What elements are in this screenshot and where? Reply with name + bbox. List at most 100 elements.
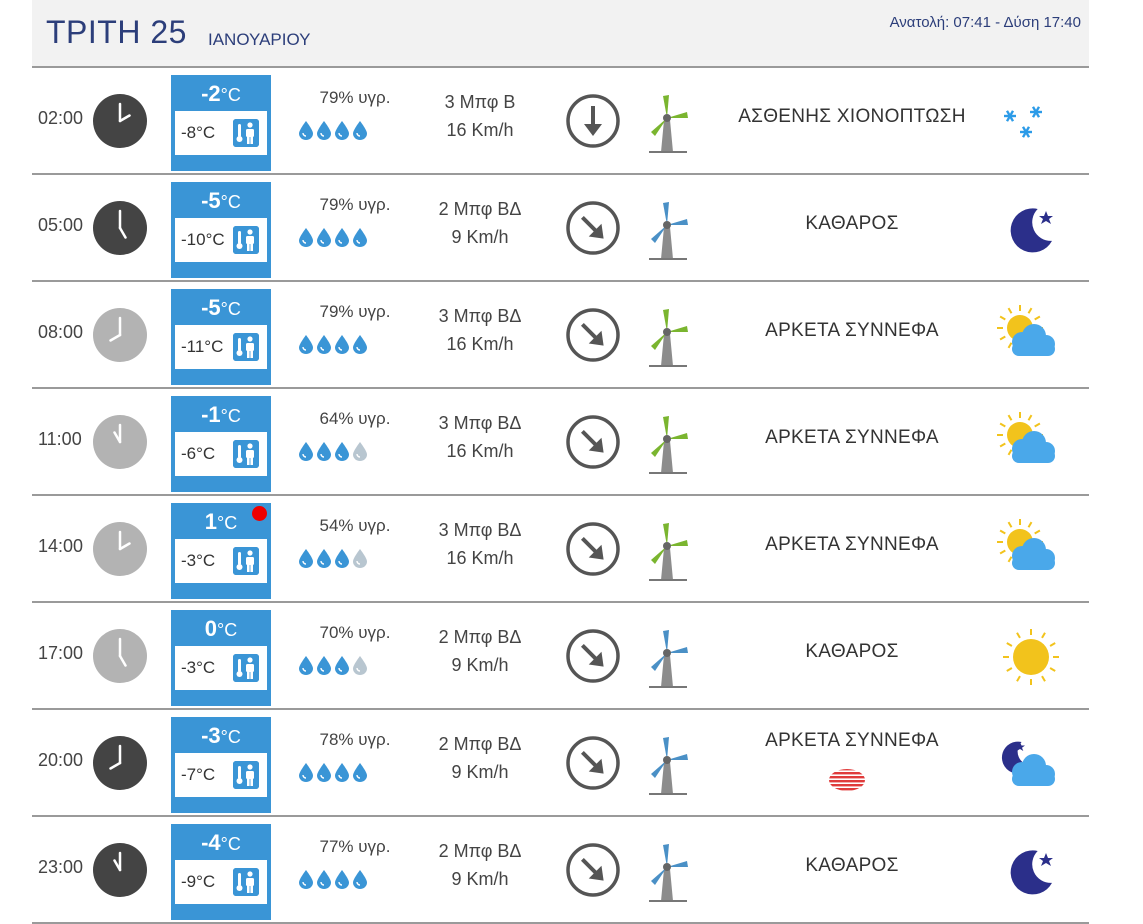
wind-direction-arrow-icon: [565, 307, 621, 363]
humidity-drops-icon: [298, 334, 370, 359]
temperature-unit: °C: [220, 727, 241, 747]
hour-row: 23:00 -4°C -9°C 77% υγρ. 2 Μπφ ΒΔ 9 Km/h…: [32, 817, 1089, 924]
temperature-value: -5: [201, 295, 221, 320]
temperature-box: 0°C -3°C: [171, 610, 271, 706]
wind-turbine-icon: [639, 625, 697, 689]
feels-like-value: -6°C: [181, 444, 216, 463]
humidity-drops-icon: [298, 120, 370, 145]
wind-speed: 16 Km/h: [446, 441, 514, 461]
temperature-box: -3°C -7°C: [171, 717, 271, 813]
wind-speed: 9 Km/h: [451, 869, 509, 889]
temperature: 1°C: [171, 509, 271, 535]
clock-icon: [92, 521, 148, 577]
weather-condition: ΑΡΚΕΤΑ ΣΥΝΝΕΦΑ: [765, 320, 939, 341]
humidity-label: 70% υγρ.: [319, 623, 391, 642]
wind-turbine-icon: [639, 197, 697, 261]
feels-like-person-icon: [233, 761, 259, 789]
feels-like-person-icon: [233, 333, 259, 361]
alert-dot-icon: [252, 506, 267, 521]
wind-info: 3 Μπφ Β 16 Km/h: [420, 88, 540, 144]
clock-icon: [92, 842, 148, 898]
sunrise-sunset: Ανατολή: 07:41 - Δύση 17:40: [889, 14, 1081, 31]
feels-like-person-icon: [233, 547, 259, 575]
wind-beaufort: 2 Μπφ ΒΔ: [438, 199, 522, 219]
hour-time: 08:00: [38, 322, 84, 342]
wind-beaufort: 3 Μπφ ΒΔ: [438, 306, 522, 326]
temperature-unit: °C: [217, 620, 238, 640]
temperature: -5°C: [171, 188, 271, 214]
temperature-box: -1°C -6°C: [171, 396, 271, 492]
hour-row: 05:00 -5°C -10°C 79% υγρ. 2 Μπφ ΒΔ 9 Km/…: [32, 175, 1089, 282]
temperature: -4°C: [171, 830, 271, 856]
wind-info: 2 Μπφ ΒΔ 9 Km/h: [420, 623, 540, 679]
humidity-drops-icon: [298, 869, 370, 894]
feels-like-box: -10°C: [175, 218, 267, 262]
hour-time: 11:00: [38, 429, 82, 449]
wind-speed: 9 Km/h: [451, 227, 509, 247]
wind-beaufort: 2 Μπφ ΒΔ: [438, 734, 522, 754]
feels-like-person-icon: [233, 119, 259, 147]
wind-info: 3 Μπφ ΒΔ 16 Km/h: [420, 409, 540, 465]
temperature-value: 1: [204, 509, 218, 534]
feels-like-box: -6°C: [175, 432, 267, 476]
temperature-value: -5: [201, 188, 221, 213]
clock-icon: [92, 307, 148, 363]
humidity-drops-icon: [298, 655, 370, 680]
wind-turbine-icon: [639, 411, 697, 475]
temperature-unit: °C: [220, 834, 241, 854]
temperature-box: -4°C -9°C: [171, 824, 271, 920]
temperature-value: -2: [201, 81, 221, 106]
humidity-label: 77% υγρ.: [319, 837, 391, 856]
wind-beaufort: 2 Μπφ ΒΔ: [438, 841, 522, 861]
wind-direction-arrow-icon: [565, 521, 621, 577]
temperature-value: 0: [204, 616, 218, 641]
wind-speed: 16 Km/h: [446, 548, 514, 568]
hour-row: 20:00 -3°C -7°C 78% υγρ. 2 Μπφ ΒΔ 9 Km/h…: [32, 710, 1089, 817]
temperature-unit: °C: [217, 513, 238, 533]
wind-info: 2 Μπφ ΒΔ 9 Km/h: [420, 195, 540, 251]
hour-time: 14:00: [38, 536, 84, 556]
temperature-unit: °C: [220, 299, 241, 319]
temperature-value: -4: [201, 830, 221, 855]
humidity-drops-icon: [298, 548, 370, 573]
feels-like-box: -8°C: [175, 111, 267, 155]
clock-icon: [92, 735, 148, 791]
hour-row: 14:00 1°C -3°C 54% υγρ. 3 Μπφ ΒΔ 16 Km/h…: [32, 496, 1089, 603]
hour-row: 02:00 -2°C -8°C 79% υγρ. 3 Μπφ Β 16 Km/h…: [32, 68, 1089, 175]
temperature: -2°C: [171, 81, 271, 107]
feels-like-value: -9°C: [181, 872, 216, 891]
feels-like-person-icon: [233, 440, 259, 468]
feels-like-value: -10°C: [181, 230, 225, 249]
wind-info: 2 Μπφ ΒΔ 9 Km/h: [420, 837, 540, 893]
temperature-value: -1: [201, 402, 221, 427]
snow-icon: [996, 90, 1066, 154]
temperature: -3°C: [171, 723, 271, 749]
humidity-label: 79% υγρ.: [319, 302, 391, 321]
wind-speed: 16 Km/h: [446, 120, 514, 140]
wind-direction-arrow-icon: [565, 200, 621, 256]
hour-time: 02:00: [38, 108, 84, 128]
moon-icon: [996, 197, 1066, 261]
humidity-label: 79% υγρ.: [319, 195, 391, 214]
wind-turbine-icon: [639, 90, 697, 154]
wind-turbine-icon: [639, 304, 697, 368]
weather-condition: ΚΑΘΑΡΟΣ: [805, 213, 899, 234]
clock-icon: [92, 200, 148, 256]
forecast-table: ΤΡΙΤΗ 25 ΙΑΝΟΥΑΡΙΟΥ Ανατολή: 07:41 - Δύσ…: [32, 0, 1089, 924]
wind-info: 3 Μπφ ΒΔ 16 Km/h: [420, 516, 540, 572]
wind-info: 3 Μπφ ΒΔ 16 Km/h: [420, 302, 540, 358]
wind-beaufort: 3 Μπφ ΒΔ: [438, 413, 522, 433]
sun-cloud-icon: [996, 304, 1066, 368]
wind-direction-arrow-icon: [565, 842, 621, 898]
sun-cloud-icon: [996, 411, 1066, 475]
temperature-unit: °C: [220, 192, 241, 212]
temperature-box: -5°C -11°C: [171, 289, 271, 385]
hourly-rows: 02:00 -2°C -8°C 79% υγρ. 3 Μπφ Β 16 Km/h…: [32, 68, 1089, 924]
hour-time: 20:00: [38, 750, 84, 770]
feels-like-box: -3°C: [175, 646, 267, 690]
feels-like-box: -9°C: [175, 860, 267, 904]
wind-speed: 9 Km/h: [451, 655, 509, 675]
weather-condition: ΑΡΚΕΤΑ ΣΥΝΝΕΦΑ: [765, 730, 939, 751]
hour-time: 17:00: [38, 643, 84, 663]
wind-direction-arrow-icon: [565, 414, 621, 470]
